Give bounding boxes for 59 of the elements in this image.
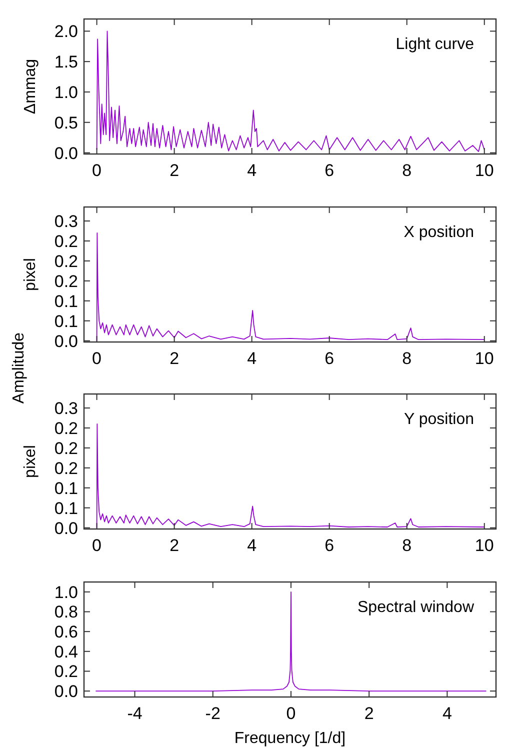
x-tick-label: 8 <box>402 536 412 555</box>
x-tick-label: -2 <box>205 704 220 723</box>
y-tick-label: 0.3 <box>54 398 78 418</box>
y-tick-label: 0.2 <box>54 252 78 271</box>
x-tick-label: 2 <box>170 161 180 180</box>
y-tick-label: 0.2 <box>54 438 78 458</box>
x-tick-label: 4 <box>442 704 452 723</box>
x-tick-label: 6 <box>324 536 334 555</box>
y-tick-label: 0.1 <box>54 312 78 331</box>
y-axis-title: Δmmag <box>22 58 39 114</box>
x-axis-title: Frequency [1/d] <box>234 730 346 747</box>
y-tick-label: 0.0 <box>54 682 78 702</box>
y-axis-title: pixel <box>22 445 39 478</box>
y-tick-label: 0.1 <box>54 498 78 518</box>
y-tick-label: 0.2 <box>54 662 78 682</box>
x-tick-label: 2 <box>170 349 180 368</box>
y-tick-label: 0.2 <box>54 458 78 478</box>
y-tick-label: 1.0 <box>54 82 78 102</box>
y-tick-label: 0.1 <box>54 478 78 498</box>
x-tick-label: 6 <box>324 349 334 368</box>
x-tick-label: 0 <box>286 704 296 723</box>
line-series <box>95 591 487 692</box>
line-series <box>96 30 485 152</box>
x-tick-label: 4 <box>247 349 257 368</box>
y-tick-label: 0.0 <box>54 144 78 163</box>
x-tick-label: 10 <box>474 536 494 555</box>
y-tick-label: 1.0 <box>54 582 78 602</box>
text: Light curve <box>396 36 474 53</box>
y-tick-label: 0.2 <box>54 418 78 438</box>
y-tick-label: 0.5 <box>54 113 78 132</box>
y-tick-label: 0.1 <box>54 292 78 311</box>
y-tick-label: 0.4 <box>54 642 78 662</box>
text: X position <box>404 224 474 241</box>
x-tick-label: 0 <box>92 349 102 368</box>
y-tick-label: 1.5 <box>54 52 78 72</box>
y-tick-label: 0.0 <box>54 332 78 351</box>
y-tick-label: 0.3 <box>54 212 78 231</box>
x-tick-label: 10 <box>474 349 494 368</box>
text: Amplitude <box>10 332 28 404</box>
y-tick-label: 0.8 <box>54 602 78 622</box>
y-tick-label: 2.0 <box>54 22 78 42</box>
x-tick-label: 8 <box>402 161 412 180</box>
x-tick-label: 0 <box>92 536 102 555</box>
x-tick-label: 10 <box>474 161 494 180</box>
text: Y position <box>404 411 474 428</box>
x-tick-label: 8 <box>402 349 412 368</box>
x-tick-label: -4 <box>127 704 142 723</box>
x-tick-label: 6 <box>324 161 334 180</box>
x-tick-label: 4 <box>247 161 257 180</box>
x-tick-label: 2 <box>364 704 374 723</box>
y-tick-label: 0.0 <box>54 518 78 538</box>
y-tick-label: 0.2 <box>54 272 78 291</box>
y-axis-title: pixel <box>22 258 39 291</box>
x-tick-label: 0 <box>92 161 102 180</box>
y-tick-label: 0.2 <box>54 232 78 251</box>
x-tick-label: 2 <box>170 536 180 555</box>
text: Spectral window <box>358 599 474 616</box>
x-tick-label: 4 <box>247 536 257 555</box>
y-tick-label: 0.6 <box>54 622 78 642</box>
